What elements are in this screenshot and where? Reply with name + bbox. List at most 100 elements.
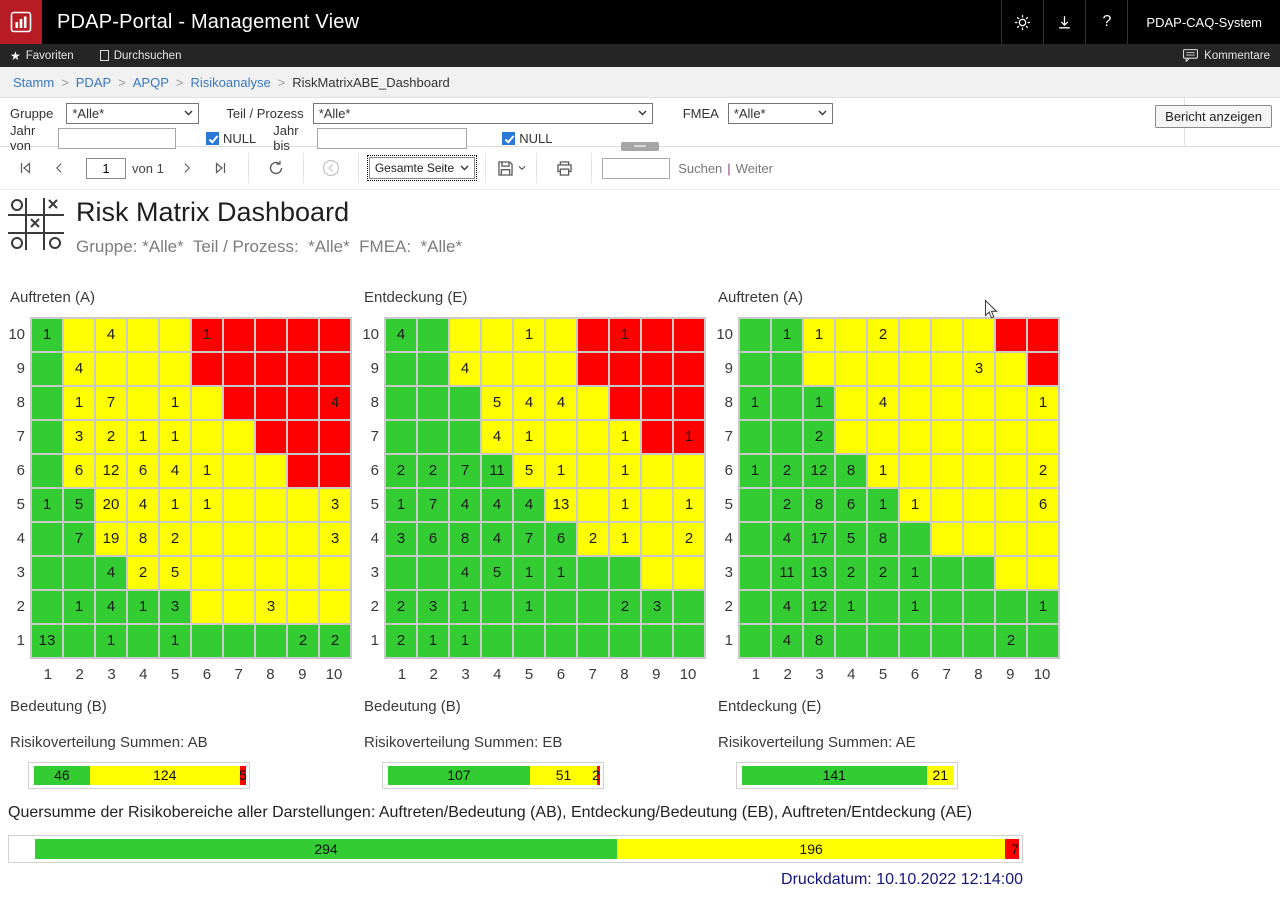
matrix-cell: 1 [514, 556, 544, 589]
page-total-label: von 1 [132, 160, 164, 176]
gruppe-select[interactable]: *Alle* [66, 102, 200, 124]
matrix-cell: 1 [128, 420, 158, 453]
y-tick-label: 1 [16, 632, 25, 650]
matrix-cell: 1 [674, 420, 704, 453]
breadcrumb-link-apqp[interactable]: APQP [132, 74, 169, 90]
sum-bar-eb: 107512 [382, 761, 604, 789]
matrix-cell: 4 [64, 352, 94, 385]
matrix-cell: 2 [804, 420, 834, 453]
matrix-cell: 1 [514, 590, 544, 623]
breadcrumb-link-pdap[interactable]: PDAP [75, 74, 112, 90]
matrix-cell [256, 352, 286, 385]
matrix-cell [772, 352, 802, 385]
help-button[interactable]: ? [1085, 0, 1127, 44]
matrix-cell: 13 [32, 624, 62, 657]
previous-page-button[interactable] [45, 154, 73, 182]
y-tick-label: 2 [724, 598, 733, 616]
jahr-von-input[interactable] [58, 127, 176, 149]
x-tick-label: 7 [234, 665, 243, 683]
browse-button[interactable]: Durchsuchen [99, 50, 181, 62]
risk-matrix-ae: Auftreten (A) 10 9 8 7 6 5 4 3 2 1 1 1 2 3 1 1 4 1 2 1 2 12 8… [716, 289, 1061, 789]
report-header: Risk Matrix Dashboard Gruppe: *Alle* Tei… [8, 196, 1280, 257]
matrix-cell: 1 [450, 590, 480, 623]
bericht-anzeigen-button[interactable]: Bericht anzeigen [1155, 105, 1272, 128]
matrix-cell: 4 [160, 454, 190, 487]
favorites-button[interactable]: ★ Favoriten [10, 50, 74, 62]
page-number-input[interactable] [86, 157, 126, 179]
matrix-cell [610, 624, 640, 657]
y-tick-label: 2 [370, 598, 379, 616]
matrix-cell [964, 624, 994, 657]
search-label[interactable]: Suchen [678, 160, 723, 176]
matrix-cell [482, 318, 512, 351]
matrix-cell [674, 590, 704, 623]
matrix-cell [320, 556, 350, 589]
settings-button[interactable] [1001, 0, 1043, 44]
panel-collapse-handle[interactable] [621, 142, 659, 151]
matrix-cell [224, 318, 254, 351]
jahr-bis-input[interactable] [317, 127, 468, 149]
matrix-cell: 8 [804, 624, 834, 657]
matrix-cell: 19 [96, 522, 126, 555]
sum-bar-title-eb: Risikoverteilung Summen: EB [364, 733, 563, 751]
system-name[interactable]: PDAP-CAQ-System [1127, 0, 1280, 44]
refresh-button[interactable] [262, 154, 290, 182]
last-page-button[interactable] [207, 154, 235, 182]
y-tick-label: 10 [362, 326, 379, 344]
matrix-cell [868, 624, 898, 657]
matrix-cell: 6 [836, 488, 866, 521]
matrix-cell [642, 420, 672, 453]
sum-bar-ae: 141 21 [736, 761, 958, 789]
matrix-cell [546, 420, 576, 453]
comments-button[interactable]: Kommentare [1183, 49, 1270, 62]
search-input[interactable] [602, 157, 671, 179]
matrix-cell: 1 [96, 624, 126, 657]
export-button[interactable] [496, 159, 526, 178]
matrix-cell [64, 556, 94, 589]
matrix-cell [996, 386, 1026, 419]
matrix-cell [192, 624, 222, 657]
fmea-select[interactable]: *Alle* [727, 102, 833, 124]
breadcrumb-separator: > [118, 74, 126, 90]
zoom-select[interactable]: Gesamte Seite [366, 155, 478, 181]
matrix-cell: 2 [868, 556, 898, 589]
matrix-cell: 4 [450, 352, 480, 385]
matrix-cell: 8 [804, 488, 834, 521]
jahr-von-null-checkbox[interactable] [206, 131, 219, 145]
matrix-cell [578, 454, 608, 487]
breadcrumb-link-risikoanalyse[interactable]: Risikoanalyse [190, 74, 271, 90]
search-next-link[interactable]: Weiter [735, 160, 773, 176]
matrix-cell [256, 318, 286, 351]
matrix-cell: 1 [450, 624, 480, 657]
matrix-grid: 1 1 2 3 1 1 4 1 2 1 2 12 8 1 2 2 8 6 1 1 6 4 17 5 8 11 13 2 2 1 4 12 1 1 1… [738, 316, 1060, 659]
matrix-cell [578, 488, 608, 521]
matrix-cell [256, 556, 286, 589]
matrix-grid: 4 1 1 4 5 4 4 4 1 1 1 2 2 7 11 5 1 1 1 7 4 4 4 13 1 1 3 6 8 4 7 6 2 1 2 4 5 1… [384, 316, 706, 659]
matrix-cell: 4 [482, 522, 512, 555]
print-button[interactable] [550, 154, 578, 182]
matrix-cell [932, 590, 962, 623]
matrix-cell [932, 624, 962, 657]
matrix-cell [836, 318, 866, 351]
matrix-cell: 1 [546, 454, 576, 487]
y-tick-label: 1 [724, 632, 733, 650]
back-button[interactable] [317, 154, 345, 182]
download-button[interactable] [1043, 0, 1085, 44]
x-tick-label: 1 [397, 665, 407, 683]
matrix-cell [128, 352, 158, 385]
teil-prozess-select[interactable]: *Alle* [312, 102, 653, 124]
matrix-cell: 1 [1028, 386, 1058, 419]
matrix-cell [224, 386, 254, 419]
bar-segment-y: 51 [529, 765, 598, 785]
first-page-button[interactable] [11, 154, 39, 182]
app-logo[interactable] [0, 0, 42, 44]
x-tick-label: 9 [652, 665, 661, 683]
breadcrumb-link-stamm[interactable]: Stamm [13, 74, 55, 90]
next-page-button[interactable] [173, 154, 201, 182]
matrix-y-ticks: 10 9 8 7 6 5 4 3 2 1 [362, 317, 384, 659]
jahr-bis-null-checkbox[interactable] [502, 131, 516, 145]
matrix-cell [836, 420, 866, 453]
matrix-x-axis-label: Bedeutung (B) [10, 697, 107, 715]
